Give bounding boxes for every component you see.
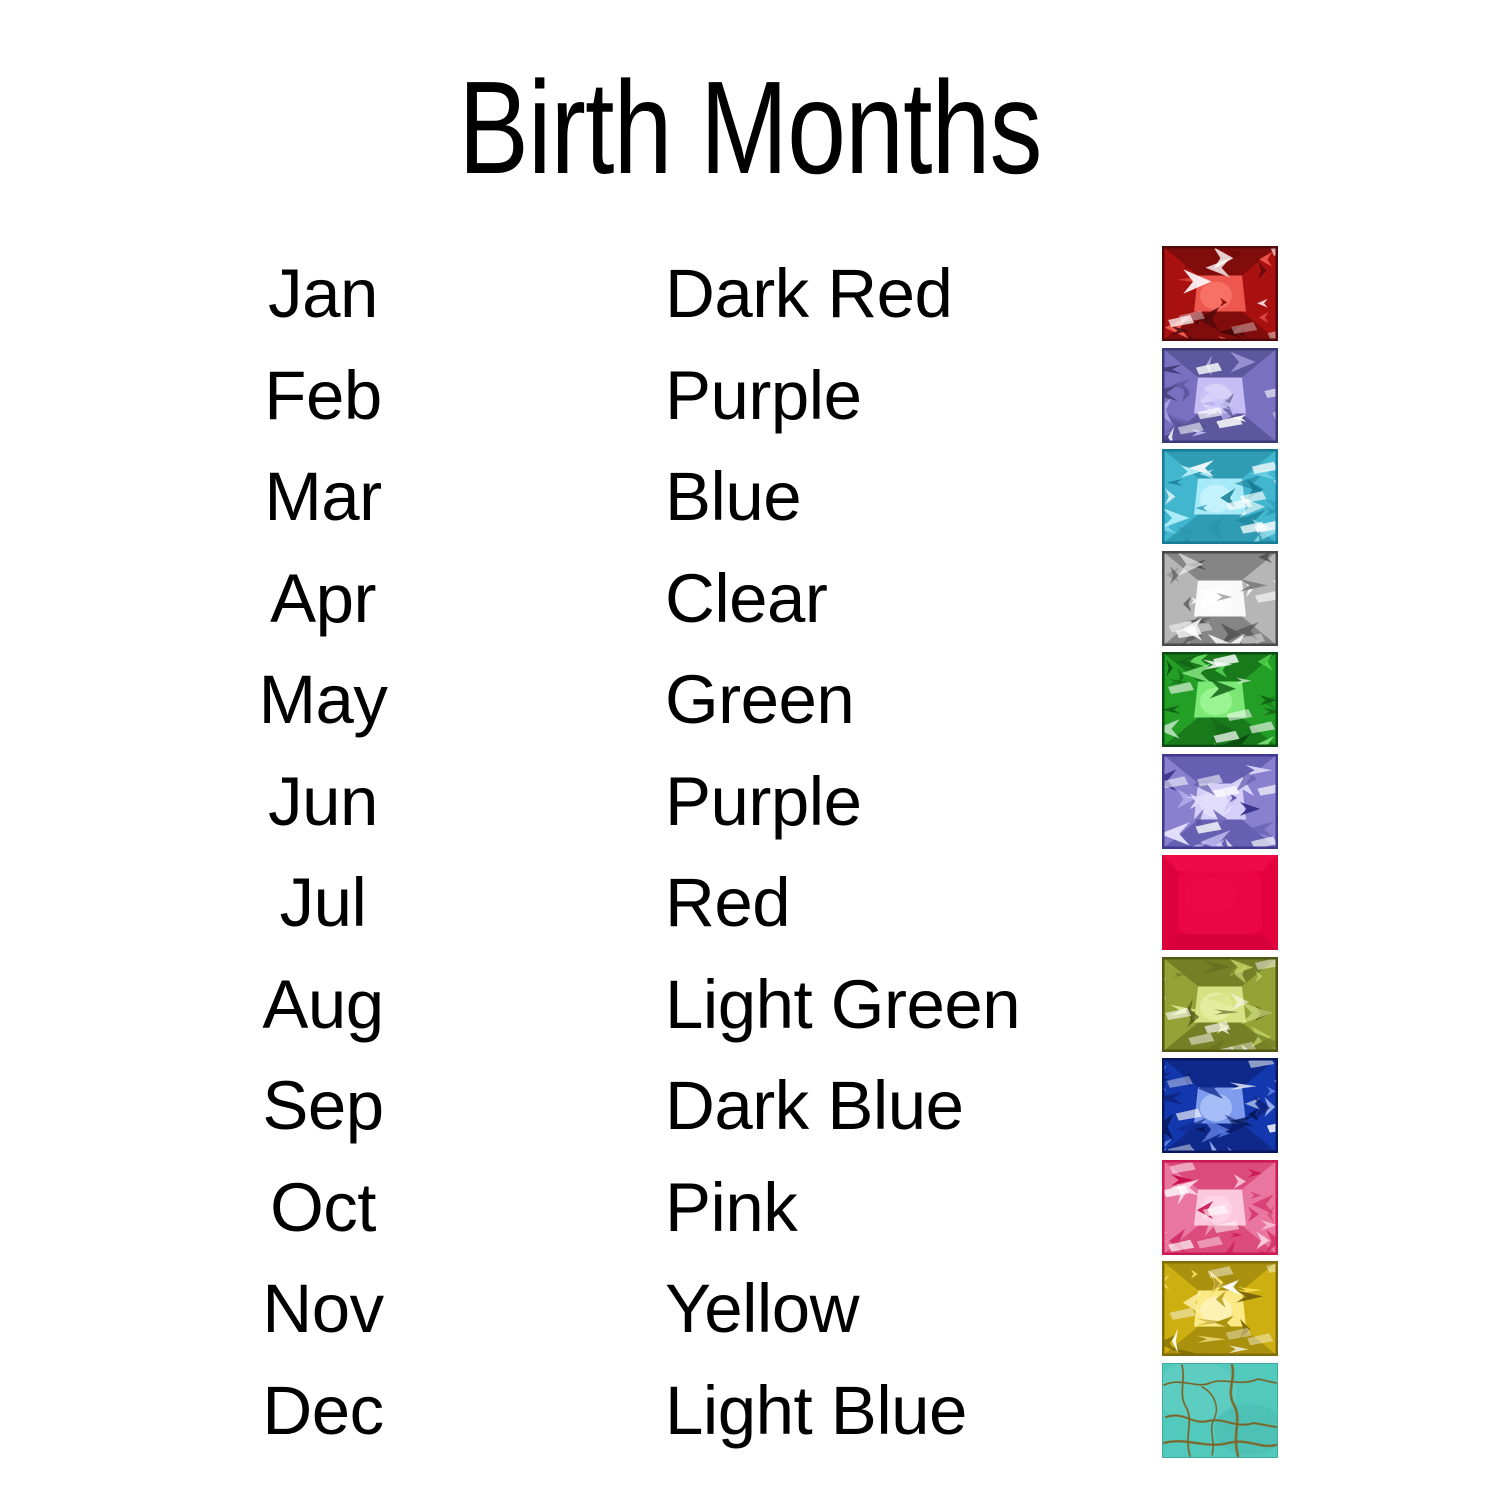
citrine-gem-icon (1162, 1261, 1278, 1357)
table-row: Dec Light Blue (0, 1360, 1500, 1462)
gemstone-cell (1162, 548, 1278, 650)
amethyst-gem-icon (1162, 347, 1278, 443)
month-label: Sep (262, 1067, 384, 1145)
table-row: Sep Dark Blue (0, 1055, 1500, 1157)
table-row: Oct Pink (0, 1157, 1500, 1259)
month-label: Feb (264, 356, 382, 434)
color-label: Clear (665, 559, 828, 637)
alexandrite-gem-icon (1162, 753, 1278, 849)
table-row: Jun Purple (0, 751, 1500, 853)
color-label: Light Green (665, 965, 1021, 1043)
month-label: Jun (268, 762, 378, 840)
color-label: Light Blue (665, 1371, 967, 1449)
gemstone-cell (1162, 649, 1278, 751)
gemstone-cell (1162, 954, 1278, 1056)
ruby-gem-icon (1162, 855, 1278, 951)
table-row: Mar Blue (0, 446, 1500, 548)
table-row: Jan Dark Red (0, 243, 1500, 345)
table-row: May Green (0, 649, 1500, 751)
page-title: Birth Months (458, 54, 1042, 201)
tourmaline-gem-icon (1162, 1159, 1278, 1255)
color-label: Purple (665, 356, 862, 434)
peridot-gem-icon (1162, 956, 1278, 1052)
table-row: Apr Clear (0, 548, 1500, 650)
month-label: Nov (262, 1270, 384, 1348)
month-label: Jul (279, 864, 367, 942)
table-row: Aug Light Green (0, 954, 1500, 1056)
color-label: Pink (665, 1168, 798, 1246)
gemstone-cell (1162, 1258, 1278, 1360)
turquoise-gem-icon (1162, 1362, 1278, 1458)
color-label: Dark Blue (665, 1067, 964, 1145)
table-row: Feb Purple (0, 345, 1500, 447)
emerald-gem-icon (1162, 652, 1278, 748)
month-label: Oct (270, 1168, 376, 1246)
diamond-gem-icon (1162, 550, 1278, 646)
month-label: Aug (262, 965, 384, 1043)
month-label: Mar (264, 458, 382, 536)
aquamarine-gem-icon (1162, 449, 1278, 545)
gemstone-cell (1162, 852, 1278, 954)
gemstone-cell (1162, 1157, 1278, 1259)
color-label: Dark Red (665, 255, 953, 333)
month-label: Dec (262, 1371, 384, 1449)
garnet-gem-icon (1162, 246, 1278, 342)
sapphire-gem-icon (1162, 1058, 1278, 1154)
table-row: Jul Red (0, 852, 1500, 954)
month-label: Jan (268, 255, 378, 333)
gemstone-cell (1162, 1055, 1278, 1157)
month-label: May (258, 661, 388, 739)
table-row: Nov Yellow (0, 1258, 1500, 1360)
color-label: Green (665, 661, 855, 739)
gemstone-cell (1162, 345, 1278, 447)
month-label: Apr (270, 559, 376, 637)
gemstone-cell (1162, 446, 1278, 548)
color-label: Red (665, 864, 791, 942)
gemstone-cell (1162, 1360, 1278, 1462)
birth-months-table: Jan Dark Red Feb Purple Mar Blue Apr Clear May Gr… (0, 243, 1500, 1461)
color-label: Yellow (665, 1270, 859, 1348)
color-label: Purple (665, 762, 862, 840)
gemstone-cell (1162, 751, 1278, 853)
color-label: Blue (665, 458, 802, 536)
gemstone-cell (1162, 243, 1278, 345)
